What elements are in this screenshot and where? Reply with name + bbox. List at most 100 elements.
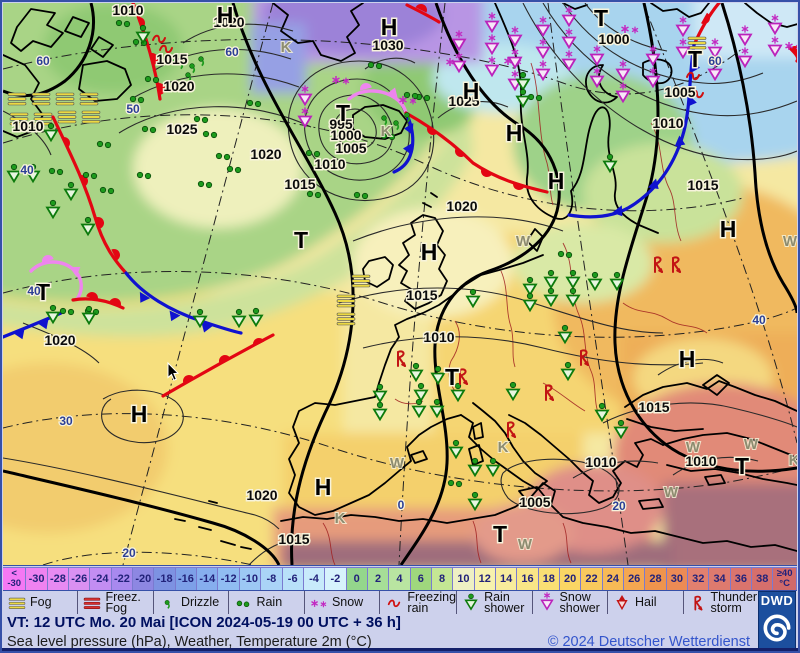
scale-cell: -22 bbox=[111, 567, 134, 590]
graticule-label: 20 bbox=[612, 499, 626, 513]
dwd-logo: DWD bbox=[758, 591, 796, 651]
weather-symbol-fog bbox=[336, 312, 356, 326]
rain-icon bbox=[237, 600, 250, 608]
scale-cell: -6 bbox=[282, 567, 304, 590]
pressure-label: 1010 bbox=[112, 3, 143, 18]
pressure-center-label: T bbox=[688, 46, 702, 72]
pressure-center-label: T bbox=[445, 364, 459, 390]
valid-time-text: VT: 12 UTC Mo. 20 Mai [ICON 2024-05-19 0… bbox=[7, 614, 401, 631]
rshower-icon bbox=[464, 593, 478, 610]
pressure-center-label: H bbox=[720, 216, 737, 242]
thunder-icon bbox=[693, 595, 702, 611]
graticule-label: 40 bbox=[752, 313, 766, 327]
scale-cell: -8 bbox=[261, 567, 283, 590]
graticule-label: 60 bbox=[708, 54, 722, 68]
scale-cell: 8 bbox=[431, 567, 454, 590]
air-mass-label: K bbox=[498, 439, 509, 456]
air-mass-label: K bbox=[789, 452, 797, 469]
graticule-label: 60 bbox=[225, 45, 239, 59]
legend-item-hail: Hail bbox=[608, 591, 684, 614]
pressure-center-label: T bbox=[493, 521, 507, 547]
graticule-label: 0 bbox=[398, 498, 405, 512]
pressure-label: 1005 bbox=[519, 494, 550, 510]
air-mass-label: K bbox=[281, 39, 292, 56]
drizzle-icon bbox=[164, 599, 170, 610]
scale-cell: 20 bbox=[559, 567, 582, 590]
hail-icon bbox=[616, 594, 628, 610]
legend-item-ffog: Freez. Fog bbox=[78, 590, 154, 615]
scale-cell: -20 bbox=[133, 567, 155, 590]
weather-symbol-fog bbox=[336, 294, 356, 308]
fog-icon bbox=[8, 597, 26, 609]
pressure-center-label: T bbox=[735, 453, 749, 479]
weather-map: 1010 1020 1015 1020 1025 1010 1020 1015 995 1000 1… bbox=[3, 3, 797, 566]
scale-cell: 6 bbox=[410, 567, 432, 590]
scale-cell: -14 bbox=[197, 567, 219, 590]
weather-symbol-fog bbox=[79, 92, 99, 106]
map-labels: 1010102010151020102510101020101599510001… bbox=[11, 3, 797, 561]
bottom-border bbox=[2, 648, 798, 651]
pressure-label: 1010 bbox=[314, 156, 345, 172]
scale-cell: 12 bbox=[474, 567, 496, 590]
pressure-center-label: H bbox=[217, 3, 234, 28]
map-canvas: 1010102010151020102510101020101599510001… bbox=[3, 3, 797, 565]
air-mass-label: W bbox=[686, 439, 701, 456]
pressure-center-label: T bbox=[36, 279, 50, 305]
pressure-center-label: H bbox=[548, 168, 565, 194]
weather-symbol-fog bbox=[81, 110, 101, 124]
scale-cell: -28 bbox=[47, 567, 70, 590]
pressure-label: 1015 bbox=[284, 176, 315, 192]
pressure-label: 1015 bbox=[278, 531, 309, 547]
ffog-icon bbox=[84, 597, 101, 609]
graticule-label: 30 bbox=[59, 414, 73, 428]
temperature-scale: < -30 -30 -28 -26 -24 -22 -20 -18 -16 -14 -12 -10 -8… bbox=[3, 567, 797, 591]
legend-label: Drizzle bbox=[180, 595, 220, 610]
legend-label: Freez. Fog bbox=[105, 590, 141, 615]
scale-cell: 38 bbox=[752, 567, 774, 590]
pressure-center-label: T bbox=[594, 5, 608, 31]
scale-cell: -16 bbox=[175, 567, 198, 590]
pressure-center-label: T bbox=[294, 227, 308, 253]
pressure-label: 995 bbox=[329, 116, 353, 132]
scale-cell: 2 bbox=[367, 567, 390, 590]
air-mass-label: W bbox=[744, 436, 759, 453]
pressure-label: 1015 bbox=[638, 399, 669, 415]
legend-item-thunder: Thunder storm bbox=[684, 591, 758, 614]
pressure-label: 1010 bbox=[12, 118, 43, 134]
pressure-label: 1005 bbox=[335, 140, 366, 156]
pressure-label: 1020 bbox=[163, 78, 194, 94]
scale-cell: 22 bbox=[581, 567, 603, 590]
pressure-label: 1020 bbox=[446, 198, 477, 214]
scale-cell: 18 bbox=[538, 567, 560, 590]
graticule-label: 20 bbox=[122, 546, 136, 560]
weather-symbol-fog bbox=[55, 92, 75, 106]
dwd-spiral-icon bbox=[763, 614, 791, 642]
scale-cell: 36 bbox=[730, 567, 753, 590]
legend-item-fog: Fog bbox=[3, 591, 79, 614]
weather-legend: Fog Freez. Fog Drizzle Rain Snow Freezing rai… bbox=[3, 591, 758, 614]
scale-cell: 30 bbox=[666, 567, 689, 590]
sshower-icon bbox=[536, 591, 558, 614]
pressure-center-label: H bbox=[131, 401, 148, 427]
air-mass-label: W bbox=[516, 233, 531, 250]
pressure-center-label: H bbox=[463, 78, 480, 104]
scale-cell: -4 bbox=[303, 567, 326, 590]
pressure-center-label: T bbox=[336, 100, 350, 126]
scale-cell: 16 bbox=[517, 567, 539, 590]
scale-cell: 26 bbox=[624, 567, 646, 590]
air-mass-label: W bbox=[390, 455, 405, 472]
legend-label: Rain shower bbox=[484, 590, 525, 615]
pressure-center-label: H bbox=[421, 239, 438, 265]
legend-label: Thunder storm bbox=[710, 590, 758, 615]
copyright-text: © 2024 Deutscher Wetterdienst bbox=[547, 634, 750, 650]
pressure-label: 1010 bbox=[585, 454, 616, 470]
pressure-label: 1015 bbox=[687, 177, 718, 193]
pressure-label: 1005 bbox=[664, 84, 695, 100]
legend-label: Freezing rain bbox=[407, 590, 457, 615]
scale-cell: -30 bbox=[26, 567, 48, 590]
scale-cell: -10 bbox=[239, 567, 262, 590]
air-mass-label: K bbox=[381, 123, 392, 140]
air-mass-label: W bbox=[518, 536, 533, 553]
scale-cell: 0 bbox=[346, 567, 368, 590]
